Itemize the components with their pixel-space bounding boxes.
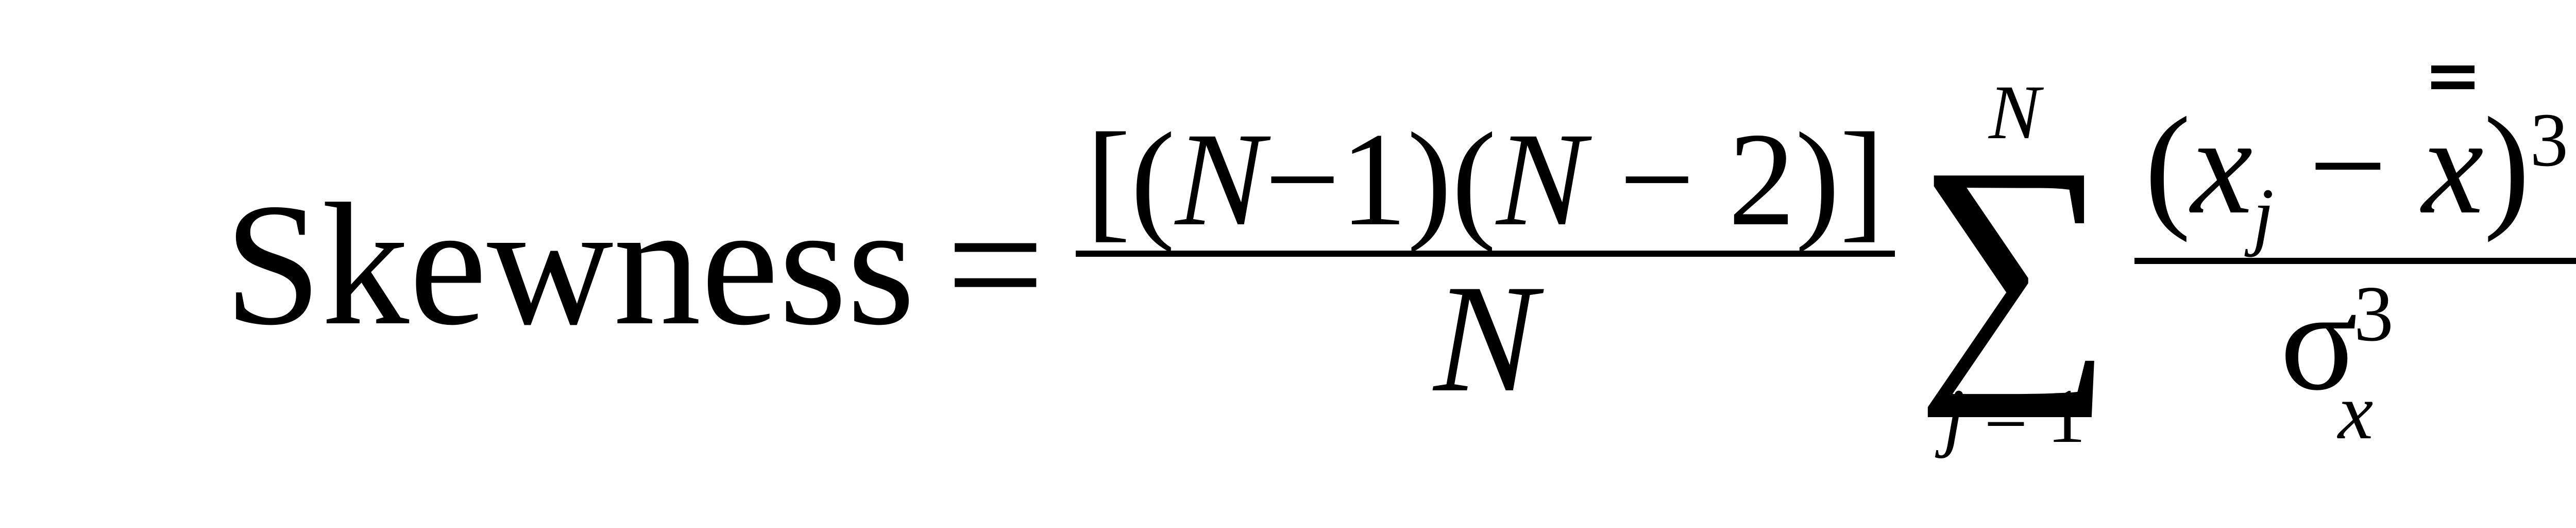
minus-3: − (2274, 89, 2422, 243)
label-skewness: Skewness (224, 163, 915, 365)
bracket-close: )] (1795, 105, 1884, 254)
fraction-coefficient: [(N−1)(N − 2)] N (1076, 112, 1895, 416)
summation: N ∑ j = 1 (1916, 74, 2114, 455)
var-N-1: N (1175, 105, 1264, 254)
var-xbar: x (2422, 89, 2484, 243)
power-3-den: 3 (2354, 270, 2394, 358)
sum-index-eq: = (1965, 373, 2047, 459)
sum-lower-limit: j = 1 (1943, 377, 2086, 455)
var-N-2: N (1496, 105, 1585, 254)
paren-open: ( (2145, 89, 2191, 243)
sum-index-j: j (1943, 373, 1965, 459)
skewness-equation: Skewness = [(N−1)(N − 2)] N N ∑ j = 1 (x… (224, 74, 2576, 455)
sum-index-1: 1 (2047, 373, 2086, 459)
power-3-num: 3 (2530, 98, 2568, 183)
bracket-open: [( (1086, 105, 1175, 254)
var-x: x (2191, 89, 2252, 243)
paren-close: ) (2484, 89, 2530, 243)
frac2-numerator: (xj − x)3 (2134, 96, 2576, 254)
sub-x: x (2338, 368, 2373, 456)
overbar-icon (2422, 65, 2484, 89)
minus-2: − 2 (1586, 105, 1795, 254)
var-N-den: N (1434, 253, 1537, 424)
fraction-term: (xj − x)3 σ3x (2134, 96, 2576, 432)
sum-sigma-icon: ∑ (1916, 146, 2114, 383)
frac1-denominator: N (1423, 261, 1547, 416)
x-double-bar: x (2422, 96, 2484, 236)
equals-sign: = (946, 163, 1045, 365)
frac1-numerator: [(N−1)(N − 2)] (1076, 112, 1895, 246)
paren-mid: )( (1407, 105, 1496, 254)
sub-j: j (2252, 173, 2274, 258)
minus-1: −1 (1265, 105, 1408, 254)
frac2-denominator: σ3x (2270, 268, 2443, 432)
